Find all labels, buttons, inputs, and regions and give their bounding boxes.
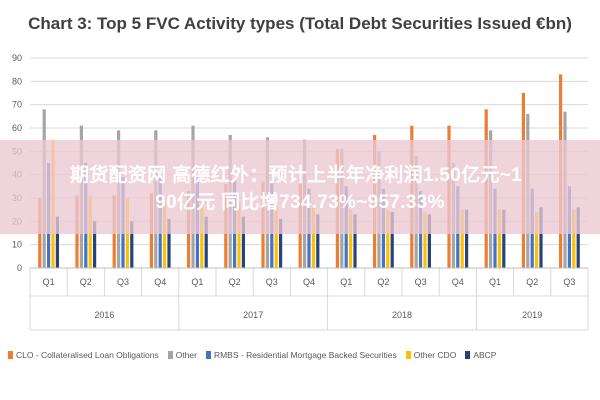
legend-label: ABCP [473, 350, 497, 360]
bar-abcp [576, 207, 580, 268]
legend-swatch [167, 351, 173, 359]
x-tick-label: Q2 [80, 277, 92, 287]
legend-label: Other [175, 350, 197, 360]
bar-other-cdo [274, 205, 278, 268]
y-tick-label: 0 [17, 263, 22, 273]
year-label: 2017 [243, 310, 263, 320]
bar-abcp [427, 214, 431, 268]
bar-other-cdo [423, 212, 427, 268]
bar-abcp [130, 221, 134, 268]
legend-label: CLO - Collateralised Loan Obligations [16, 350, 159, 360]
bar-abcp [241, 216, 245, 268]
legend-item: CLO - Collateralised Loan Obligations [8, 350, 159, 360]
bar-other-cdo [535, 212, 539, 268]
bar-other-cdo [311, 207, 315, 268]
bar-other-cdo [349, 209, 353, 268]
y-tick-label: 70 [12, 100, 22, 110]
legend-label: Other CDO [413, 350, 457, 360]
bar-other-cdo [386, 209, 390, 268]
x-tick-label: Q4 [154, 277, 166, 287]
bar-abcp [390, 212, 394, 268]
bar-other-cdo [237, 202, 241, 268]
x-tick-label: Q1 [340, 277, 352, 287]
bar-other-cdo [572, 209, 576, 268]
x-tick-label: Q3 [266, 277, 278, 287]
x-tick-label: Q1 [489, 277, 501, 287]
legend-swatch [205, 351, 211, 359]
year-label: 2016 [94, 310, 114, 320]
y-tick-label: 90 [12, 53, 22, 63]
x-tick-label: Q4 [303, 277, 315, 287]
chart-title: Chart 3: Top 5 FVC Activity types (Total… [28, 14, 572, 33]
x-tick-label: Q2 [229, 277, 241, 287]
bar-abcp [539, 207, 543, 268]
x-tick-label: Q3 [563, 277, 575, 287]
x-tick-label: Q2 [526, 277, 538, 287]
x-tick-label: Q2 [377, 277, 389, 287]
x-tick-label: Q3 [415, 277, 427, 287]
legend-swatch [465, 351, 471, 359]
year-label: 2018 [392, 310, 412, 320]
y-tick-label: 80 [12, 76, 22, 86]
x-tick-label: Q1 [191, 277, 203, 287]
x-tick-label: Q1 [43, 277, 55, 287]
overlay-banner [0, 140, 600, 234]
bar-abcp [316, 214, 320, 268]
bar-abcp [502, 209, 506, 268]
legend-item: Other CDO [405, 350, 457, 360]
bar-abcp [279, 219, 283, 268]
overlay-caption-line-2: 90亿元 同比增734.73%~957.33% [155, 192, 445, 213]
overlay-caption: 期货配资网 高德红外：预计上半年净利润1.50亿元~1 90亿元 同比增734.… [0, 162, 600, 216]
x-tick-label: Q3 [117, 277, 129, 287]
overlay-caption-line-1: 期货配资网 高德红外：预计上半年净利润1.50亿元~1 [69, 165, 523, 186]
legend-item: RMBS - Residential Mortgage Backed Secur… [205, 350, 397, 360]
bar-abcp [55, 216, 59, 268]
bar-other-cdo [460, 209, 464, 268]
y-tick-label: 60 [12, 123, 22, 133]
legend-item: Other [167, 350, 197, 360]
bar-other-cdo [497, 209, 501, 268]
legend-swatch [8, 351, 13, 359]
legend-item: ABCP [465, 350, 496, 360]
x-tick-label: Q4 [452, 277, 464, 287]
y-tick-label: 10 [12, 240, 22, 250]
bar-abcp [353, 214, 357, 268]
bar-abcp [204, 216, 208, 268]
legend-label: RMBS - Residential Mortgage Backed Secur… [213, 350, 397, 360]
chart-legend: CLO - Collateralised Loan Obligations Oth… [8, 350, 598, 372]
year-label: 2019 [522, 310, 542, 320]
bar-abcp [167, 219, 171, 268]
legend-swatch [405, 351, 411, 359]
bar-abcp [93, 221, 97, 268]
bar-abcp [465, 209, 469, 268]
